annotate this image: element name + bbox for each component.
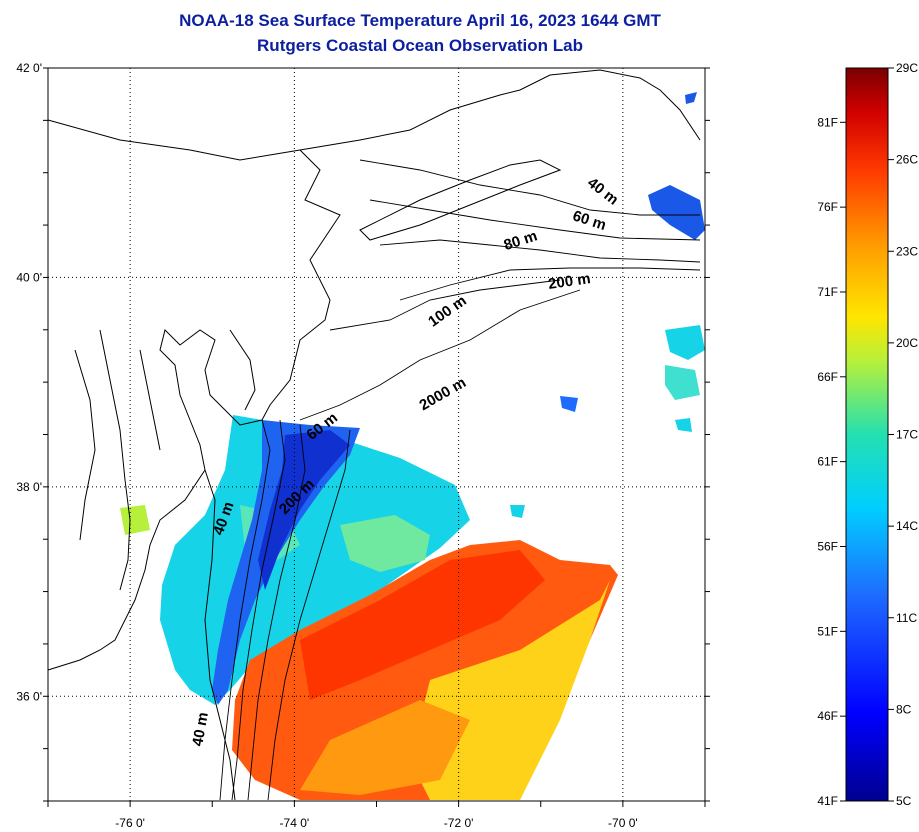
longitude-label: -76 0'	[115, 816, 145, 830]
latitude-label: 40 0'	[16, 270, 42, 284]
sst-yellow-region	[410, 580, 610, 800]
isobath-line	[399, 267, 701, 301]
colorbar-celsius-label: 23C	[896, 244, 918, 258]
colorbar-fahrenheit-label: 81F	[817, 115, 838, 129]
colorbar-fahrenheit-label: 56F	[817, 539, 838, 553]
isobath-line	[329, 279, 561, 331]
longitude-label: -70 0'	[608, 816, 638, 830]
colorbar-fahrenheit-label: 76F	[817, 200, 838, 214]
colorbar-gradient	[845, 67, 889, 802]
sst-offshore-patch	[560, 396, 578, 412]
isobath-label: 2000 m	[416, 374, 469, 414]
coastline-main	[47, 69, 701, 671]
isobath-label: 100 m	[425, 292, 470, 330]
delaware-bay	[229, 329, 256, 411]
sst-green-patch	[340, 515, 430, 572]
long-island-coast	[359, 159, 562, 241]
latitude-label: 38 0'	[16, 480, 42, 494]
colorbar-celsius-label: 26C	[896, 153, 918, 167]
colorbar-fahrenheit-label: 71F	[817, 285, 838, 299]
isobath-line	[247, 424, 306, 801]
chesapeake-bay	[74, 329, 161, 591]
colorbar-celsius-label: 11C	[896, 611, 917, 625]
chart-subtitle: Rutgers Coastal Ocean Observation Lab	[257, 36, 583, 55]
sst-offshore-patch	[510, 505, 525, 518]
longitude-label: -74 0'	[280, 816, 310, 830]
isobath-line	[219, 419, 271, 801]
isobath-line	[267, 429, 351, 801]
sst-hot-core	[300, 550, 545, 700]
colorbar-fahrenheit-label: 61F	[817, 455, 838, 469]
colorbar-fahrenheit-label: 41F	[817, 794, 838, 808]
colorbar-celsius-label: 17C	[896, 428, 918, 442]
axis-labels: 42 0' 40 0' 38 0' 36 0' -76 0' -74 0' -72 0' -7…	[16, 61, 637, 830]
colorbar-fahrenheit-label: 51F	[817, 624, 838, 638]
sst-data-layer	[120, 92, 705, 800]
sst-northeast-patch	[648, 185, 705, 240]
isobath-label: 40 m	[584, 174, 621, 208]
colorbar-celsius-label: 29C	[896, 61, 918, 75]
map-grid	[43, 67, 710, 807]
sst-offshore-patch	[665, 325, 705, 360]
isobath-line	[369, 199, 701, 241]
isobath-line	[359, 159, 700, 216]
sst-offshore-patch	[120, 505, 150, 535]
sst-cold-core	[258, 430, 350, 590]
colorbar: 29C 26C 23C 20C 17C 14C 11C 8C 5C 81F 76F 71F 66F 61F…	[817, 61, 918, 808]
sst-offshore-patch	[665, 365, 700, 400]
colorbar-fahrenheit-label: 46F	[817, 709, 838, 723]
chart-title: NOAA-18 Sea Surface Temperature April 16…	[179, 11, 661, 30]
colorbar-celsius-label: 14C	[896, 519, 918, 533]
colorbar-fahrenheit-label: 66F	[817, 370, 838, 384]
isobath-label: 200 m	[547, 270, 591, 293]
isobath-line	[231, 419, 286, 801]
latitude-label: 36 0'	[16, 689, 42, 703]
coastline-layer	[47, 69, 701, 801]
sst-orange-band	[300, 700, 470, 795]
outer-banks	[204, 469, 236, 801]
colorbar-celsius-label: 5C	[896, 794, 912, 808]
sst-offshore-patch	[675, 418, 692, 432]
isobath-line	[379, 239, 701, 263]
isobath-line	[299, 289, 581, 421]
colorbar-celsius-label: 8C	[896, 702, 912, 716]
latitude-label: 42 0'	[16, 61, 42, 75]
sst-northeast-patch	[685, 92, 697, 104]
isobath-layer	[219, 159, 701, 801]
isobath-label: 80 m	[502, 227, 540, 254]
isobath-label: 40 m	[189, 711, 212, 748]
colorbar-labels: 29C 26C 23C 20C 17C 14C 11C 8C 5C 81F 76F 71F 66F 61F…	[817, 61, 918, 808]
colorbar-celsius-label: 20C	[896, 336, 918, 350]
longitude-label: -72 0'	[444, 816, 474, 830]
